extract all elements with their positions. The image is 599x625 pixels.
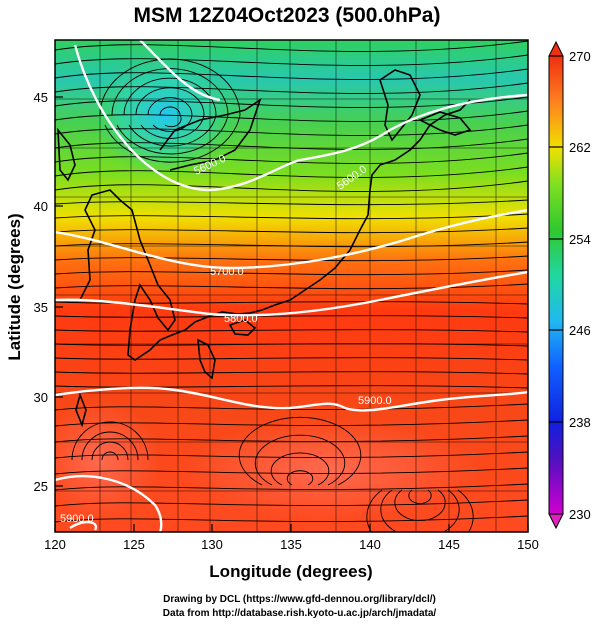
y-tick-40: 40	[34, 199, 48, 214]
warm-region	[180, 420, 480, 520]
streamline	[55, 180, 528, 192]
streamline	[55, 227, 528, 234]
streamline	[55, 343, 528, 347]
colorbar-bar	[548, 55, 564, 515]
streamline	[55, 199, 528, 206]
streamline	[71, 421, 149, 461]
streamline	[55, 301, 528, 305]
streamline	[55, 138, 528, 150]
streamline	[99, 58, 241, 163]
y-tick-25: 25	[34, 479, 48, 494]
streamline	[123, 77, 217, 147]
streamline	[286, 470, 314, 486]
streamline	[55, 269, 528, 276]
contour-label-5900-a: 5900.0	[358, 395, 392, 407]
plot-area: 5900.0 5900.0 5800.0 5600.0 5700.0 5600.…	[55, 40, 528, 532]
contour-5900-c	[69, 520, 98, 531]
x-tick-135: 135	[280, 537, 302, 552]
credit-drawing: Drawing by DCL (https://www.gfd-dennou.o…	[163, 594, 436, 605]
y-tick-35: 35	[34, 300, 48, 315]
x-tick-labels: 120 125 130 135 140 145 150	[44, 537, 539, 552]
contour-5600-a	[73, 44, 528, 192]
credit-data: Data from http://database.rish.kyoto-u.a…	[162, 608, 437, 619]
contour-5800	[55, 270, 528, 317]
streamline	[55, 467, 528, 475]
y-axis-title: Latitude (degrees)	[5, 213, 24, 360]
grid-lines	[55, 40, 528, 532]
colorbar-tick-238: 238	[569, 415, 591, 430]
streamline	[55, 255, 528, 262]
streamline	[55, 40, 528, 52]
streamline	[55, 483, 528, 491]
x-tick-140: 140	[359, 537, 381, 552]
streamline	[135, 87, 205, 139]
streamline	[111, 68, 229, 155]
contour-5900-a	[55, 386, 528, 412]
streamline	[55, 82, 528, 94]
streamline	[55, 96, 528, 108]
colorbar-tick-270: 270	[569, 49, 591, 64]
streamline	[270, 452, 330, 486]
y-tick-marks	[55, 96, 63, 487]
streamline	[55, 315, 528, 319]
height-contours	[55, 40, 528, 532]
contour-label-5700: 5700.0	[210, 266, 244, 278]
streamline	[366, 489, 474, 532]
x-tick-marks	[54, 524, 529, 532]
streamline	[55, 329, 528, 333]
streamline	[238, 416, 362, 486]
streamline	[55, 357, 528, 361]
streamline	[55, 54, 528, 66]
streamline	[55, 371, 528, 375]
streamline	[55, 499, 528, 507]
x-tick-145: 145	[438, 537, 460, 552]
streamline	[55, 451, 528, 459]
streamline	[81, 431, 139, 461]
colorbar: 230 238 246 254 262 270	[548, 40, 591, 530]
y-tick-30: 30	[34, 390, 48, 405]
colorbar-tick-254: 254	[569, 232, 591, 247]
map-title: MSM 12Z04Oct2023 (500.0hPa)	[134, 4, 441, 27]
streamline	[55, 166, 528, 178]
streamline	[380, 489, 460, 532]
x-tick-130: 130	[201, 537, 223, 552]
streamline	[55, 152, 528, 164]
streamline	[254, 434, 346, 486]
contour-5600-b	[139, 40, 221, 102]
x-tick-120: 120	[44, 537, 66, 552]
x-axis-title: Longitude (degrees)	[209, 562, 372, 581]
streamline	[55, 419, 528, 427]
contour-label-5800: 5800.0	[224, 313, 258, 325]
colorbar-tick-246: 246	[569, 323, 591, 338]
streamline	[408, 489, 432, 504]
colorbar-top-arrow	[548, 40, 564, 57]
y-tick-45: 45	[34, 90, 48, 105]
streamline	[55, 515, 528, 523]
streamline	[91, 441, 129, 461]
streamline	[55, 213, 528, 220]
x-tick-150: 150	[517, 537, 539, 552]
colorbar-tick-230: 230	[569, 507, 591, 522]
streamline	[147, 96, 193, 132]
wind-streamlines	[55, 40, 528, 532]
streamline	[55, 385, 528, 389]
streamline	[159, 106, 182, 128]
contour-5700	[55, 208, 528, 270]
streamline	[101, 451, 119, 461]
y-tick-labels: 25 30 35 40 45	[34, 90, 48, 494]
colorbar-tick-262: 262	[569, 140, 591, 155]
streamline	[55, 403, 528, 411]
streamline	[55, 68, 528, 80]
contour-label-5900-b: 5900.0	[60, 513, 94, 525]
contour-5900-b	[55, 474, 163, 532]
colorbar-bottom-arrow	[548, 513, 564, 530]
streamline	[55, 435, 528, 443]
x-tick-125: 125	[123, 537, 145, 552]
